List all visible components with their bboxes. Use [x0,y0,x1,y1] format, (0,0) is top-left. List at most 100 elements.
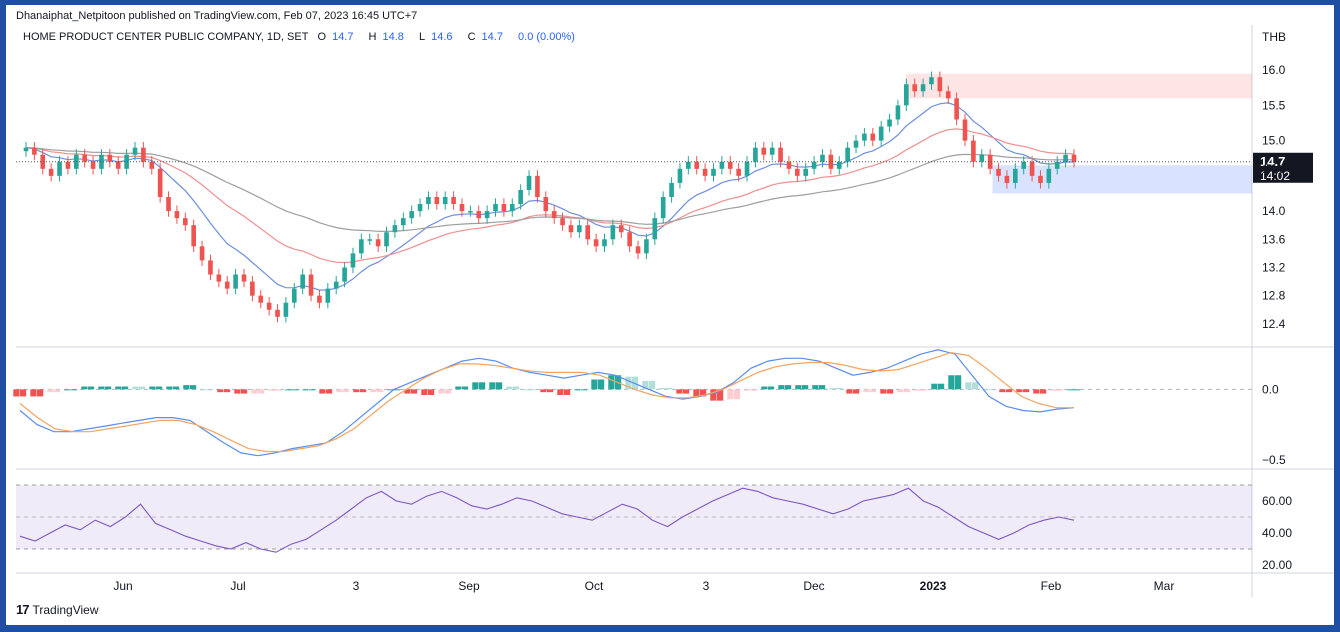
macd-histogram-bar [598,379,605,390]
candle [434,191,440,210]
candle [333,275,339,295]
candle [157,163,163,203]
macd-histogram-bar [921,389,928,391]
symbol-line: HOME PRODUCT CENTER PUBLIC COMPANY, 1D, … [23,31,581,43]
candle-body [509,204,515,212]
candle [736,163,741,182]
macd-histogram-bar [13,389,20,397]
time-tick: Oct [585,579,604,593]
candle-body [845,147,850,162]
macd-histogram-bar [122,386,129,390]
candle-body [996,168,1001,176]
macd-histogram-bar [989,389,996,391]
macd-histogram-bar [421,389,428,395]
candle [308,268,314,302]
candle-body [652,218,658,240]
candle [719,156,725,175]
macd-histogram-bar [812,385,819,390]
rsi-line [19,487,1075,553]
macd-tick: 0.0 [1262,382,1279,396]
candle [400,212,406,231]
macd-histogram-bar [625,376,632,390]
macd-histogram-bar [1067,389,1074,391]
macd-histogram-bar [285,389,292,391]
macd-histogram-bar [1040,389,1047,394]
macd-histogram-bar [496,382,503,390]
candle-body [1038,175,1043,183]
candle-body [115,161,121,169]
candle [870,127,876,147]
price-tick: 13.6 [1262,232,1286,246]
candle [99,149,104,175]
candle [291,282,297,309]
published-text: Dhanaiphat_Netpitoon published on Tradin… [16,10,418,22]
tradingview-logo[interactable]: 17 TradingView [16,602,99,617]
rsi-tick: 40.00 [1262,526,1292,540]
candle-body [853,140,859,148]
macd-histogram-bar [139,386,146,390]
ohlc-low: L 14.6 [418,31,453,43]
macd-histogram-bar [445,389,452,394]
candle [577,219,582,238]
candle-body [241,274,247,282]
candle-body [971,140,976,162]
macd-histogram-bar [768,386,775,390]
candle-body [610,225,616,240]
chart-canvas[interactable]: 14.714:02 THB 16.0 15.5 15.0 14.6 14.0 13.6 13.… [6,5,1334,625]
macd-histogram-bar [326,389,333,394]
time-tick: Mar [1154,579,1175,593]
macd-histogram-bar [360,389,367,393]
macd-histogram-bar [965,382,972,390]
macd-histogram-bar [309,389,316,391]
candle [48,163,54,182]
candle [476,205,482,224]
candle-body [99,154,104,169]
macd-histogram-bar [190,385,197,390]
candle [23,142,29,157]
candle [836,156,842,175]
macd-histogram-bar [387,389,394,391]
macd-histogram-bar [479,382,486,390]
candle-body [468,211,473,213]
macd-histogram-bar [37,389,44,397]
macd-histogram-bar [166,386,173,390]
macd-histogram-bar [319,389,326,394]
candle-body [451,197,456,205]
candle-body [166,197,171,212]
macd-histogram-bar [700,389,707,397]
macd-histogram-bar [64,389,71,391]
candle-body [912,84,918,92]
pane-separators [16,25,1334,597]
candle [191,219,196,252]
candle [275,304,280,323]
candle [920,78,926,97]
macd-histogram-bar [530,389,537,391]
candle [493,198,498,217]
candle-body [937,77,943,92]
candle [543,191,549,217]
price-tick: 12.8 [1262,289,1286,303]
candle-body [635,246,641,254]
macd-histogram-bar [268,389,275,391]
candle [1046,163,1052,189]
ma-fast-line [25,102,1074,291]
macd-histogram-bar [1006,389,1013,393]
candle [65,156,71,175]
time-tick: 2023 [920,579,947,593]
macd-histogram-bar [438,389,445,394]
candle [878,120,884,147]
macd-tick: −0.5 [1262,453,1286,467]
candle [1038,170,1043,189]
price-tick: 12.4 [1262,317,1286,331]
candle-body [275,309,280,317]
candle [551,205,557,224]
candle-body [744,161,750,176]
rsi-pane [16,484,1252,553]
macd-histogram-bar [224,389,231,393]
macd-histogram-bar [47,389,54,393]
candle [660,191,666,224]
candle [1004,170,1010,189]
candle-body [266,302,272,310]
candle [652,212,658,245]
macd-histogram-bar [904,389,911,393]
